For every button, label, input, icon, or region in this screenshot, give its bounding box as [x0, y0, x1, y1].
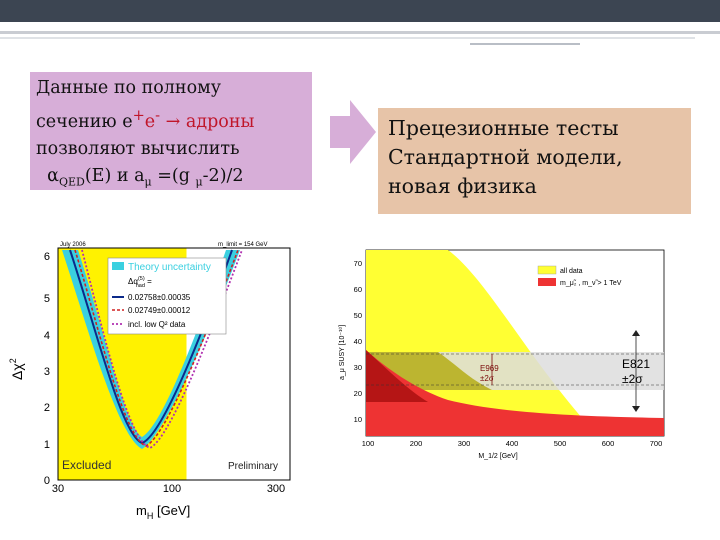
left-line-4-part1: (E) и a — [84, 165, 145, 186]
left-line-2-prefix: сечению e — [36, 111, 133, 132]
slide-accent-line-3 — [470, 43, 580, 45]
rx-tick-700: 700 — [650, 439, 663, 448]
legend-red-swatch — [538, 278, 556, 286]
ry-tick-20: 20 — [354, 389, 362, 398]
alpha-symbol: α — [47, 165, 59, 186]
left-line-4-part3: -2)/2 — [202, 165, 244, 186]
left-line-4-part2: =(g — [151, 165, 196, 186]
legend-delta: Δα(5) had = — [128, 276, 152, 289]
y-tick-5: 5 — [44, 293, 50, 305]
right-x-axis-label: M_1/2 [GeV] — [478, 453, 517, 460]
x-tick-30: 30 — [52, 483, 64, 495]
mu-sub-2: μ — [195, 175, 203, 189]
right-text-box: Прецезионные тесты Стандартной модели, н… — [378, 108, 691, 214]
slide-accent-line-2 — [0, 37, 695, 39]
right-x-ticks: 100 200 300 400 500 600 700 — [362, 439, 663, 448]
hadrons-text: → адроны — [160, 111, 255, 132]
electron-sup: - — [155, 107, 161, 124]
right-line-1: Прецезионные тесты — [388, 116, 619, 140]
y-axis-ticks: 0 1 2 3 4 5 6 — [44, 251, 50, 487]
rx-tick-200: 200 — [410, 439, 423, 448]
e969-sigma: ±2σ — [480, 374, 494, 383]
legend-all-data: all data — [560, 268, 583, 275]
electron-e: e — [144, 111, 156, 132]
ry-tick-70: 70 — [354, 259, 362, 268]
ry-tick-60: 60 — [354, 285, 362, 294]
left-line-4: αQED(E) и aμ =(g μ-2)/2 — [36, 163, 306, 196]
slide-top-bar — [0, 0, 720, 22]
e821-label: E821 — [622, 357, 650, 371]
legend-yellow-swatch — [537, 265, 557, 275]
qed-sub: QED — [58, 175, 85, 189]
mu-sub-1: μ — [144, 175, 152, 189]
rx-tick-400: 400 — [506, 439, 519, 448]
red-dark-region — [366, 350, 428, 402]
y-tick-4: 4 — [44, 330, 50, 342]
positron-sup: + — [132, 107, 145, 124]
legend-item-1: 0.02758±0.00035 — [128, 293, 191, 302]
legend-sleptons: m_μ̃₂ , m_ν̃ > 1 TeV — [560, 280, 622, 287]
red-region-heavy-sleptons — [366, 350, 664, 436]
x-tick-300: 300 — [267, 483, 285, 495]
right-line-3: новая физика — [388, 174, 537, 198]
e821-sigma: ±2σ — [622, 372, 643, 386]
e821-arrow-up — [632, 330, 640, 336]
y-tick-1: 1 — [44, 439, 50, 451]
ry-tick-30: 30 — [354, 363, 362, 372]
e821-arrow-down — [632, 406, 640, 412]
e969-label: E969 — [480, 364, 499, 373]
y-axis-label: Δχ2 — [8, 358, 25, 380]
right-arrow-icon — [330, 100, 376, 164]
rx-tick-100: 100 — [362, 439, 375, 448]
y-tick-3: 3 — [44, 366, 50, 378]
higgs-chi2-plot: Theory uncertainty Δα(5) had = 0.02758±0.… — [8, 242, 291, 521]
rx-tick-500: 500 — [554, 439, 567, 448]
x-axis-label: mH [GeV] — [136, 503, 190, 521]
y-tick-0: 0 — [44, 475, 50, 487]
plot-date: July 2006 — [60, 242, 86, 248]
left-plot-legend — [107, 257, 227, 335]
excluded-label: Excluded — [62, 458, 111, 472]
y-tick-2: 2 — [44, 402, 50, 414]
lowq2-fit-curve — [81, 249, 243, 449]
left-line-1: Данные по полному — [36, 78, 222, 98]
ry-tick-10: 10 — [354, 415, 362, 424]
ry-tick-40: 40 — [354, 337, 362, 346]
left-line-3: позволяют вычислить — [36, 138, 240, 159]
right-line-2: Стандартной модели, — [388, 145, 623, 169]
preliminary-label: Preliminary — [228, 461, 278, 472]
legend-title: Theory uncertainty — [128, 262, 211, 273]
x-tick-100: 100 — [163, 483, 181, 495]
legend-item-3: incl. low Q² data — [128, 320, 186, 329]
left-text-box: Данные по полному сечению e+e- → адроны … — [30, 72, 312, 190]
rx-tick-600: 600 — [602, 439, 615, 448]
x-axis-ticks: 30 100 300 — [52, 483, 285, 495]
mlimit-label: m_limit = 154 GeV — [218, 242, 268, 248]
legend-item-2: 0.02749±0.00012 — [128, 306, 191, 315]
slide-accent-line-1 — [0, 31, 720, 34]
left-line-2: сечению e+e- → адроны — [36, 102, 306, 136]
right-y-ticks: 10 20 30 40 50 60 70 — [354, 259, 362, 424]
ry-tick-50: 50 — [354, 311, 362, 320]
susy-amu-plot: all data m_μ̃₂ , m_ν̃ > 1 TeV E821 ±2σ E… — [338, 249, 665, 460]
legend-band-swatch — [112, 262, 124, 270]
right-y-axis-label: a_μ SUSY [10⁻¹⁰] — [338, 325, 346, 380]
rx-tick-300: 300 — [458, 439, 471, 448]
y-tick-6: 6 — [44, 251, 50, 263]
